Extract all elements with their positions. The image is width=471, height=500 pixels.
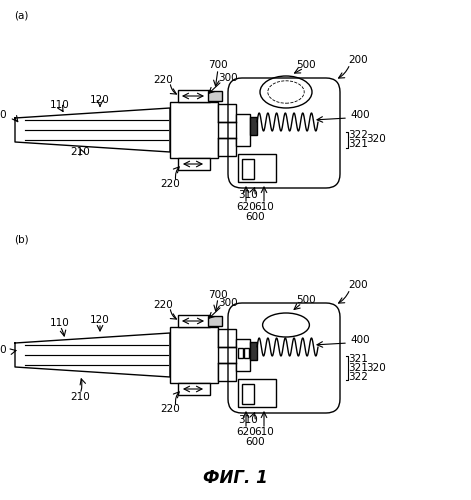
Text: 210: 210	[70, 392, 90, 402]
Text: 620: 620	[236, 427, 256, 437]
Bar	[238, 154, 276, 182]
Text: 120: 120	[90, 315, 110, 325]
Text: 321: 321	[348, 139, 368, 149]
Bar	[250, 342, 257, 360]
Text: 322: 322	[348, 372, 368, 382]
Text: 300: 300	[218, 298, 238, 308]
Text: 320: 320	[366, 363, 386, 373]
Text: 320: 320	[366, 134, 386, 144]
Bar	[178, 315, 210, 327]
Text: 321: 321	[348, 363, 368, 373]
Text: 220: 220	[153, 300, 173, 310]
Text: (b): (b)	[14, 235, 29, 245]
Text: 220: 220	[160, 404, 180, 414]
Text: 700: 700	[208, 290, 228, 300]
Bar	[238, 348, 243, 358]
Text: 110: 110	[50, 100, 70, 110]
Text: 400: 400	[350, 110, 370, 120]
Text: 322: 322	[348, 130, 368, 140]
Polygon shape	[15, 333, 170, 377]
Text: (a): (a)	[14, 10, 28, 20]
Bar	[170, 327, 218, 383]
Bar	[218, 138, 236, 156]
Bar	[170, 102, 218, 158]
Bar	[218, 363, 236, 381]
Text: 500: 500	[296, 295, 316, 305]
Bar	[218, 104, 236, 122]
Text: ФИГ. 1: ФИГ. 1	[203, 469, 268, 487]
Bar	[218, 329, 236, 347]
Text: 610: 610	[254, 427, 274, 437]
Polygon shape	[15, 108, 170, 152]
Text: 600: 600	[245, 437, 265, 447]
Bar	[208, 91, 222, 101]
Bar	[236, 339, 250, 371]
Text: 220: 220	[153, 75, 173, 85]
Text: 610: 610	[254, 202, 274, 212]
Text: 500: 500	[296, 60, 316, 70]
Text: 210: 210	[70, 147, 90, 157]
Bar	[178, 158, 210, 170]
Bar	[208, 316, 222, 326]
Bar	[238, 379, 276, 407]
Text: 620: 620	[236, 202, 256, 212]
Bar	[178, 90, 210, 102]
Text: 321: 321	[348, 354, 368, 364]
Text: 120: 120	[90, 95, 110, 105]
Text: 110: 110	[50, 318, 70, 328]
Bar	[242, 384, 254, 404]
Text: 100: 100	[0, 110, 7, 120]
Bar	[244, 348, 249, 358]
Text: 300: 300	[218, 73, 238, 83]
Bar	[178, 383, 210, 395]
Text: 220: 220	[160, 179, 180, 189]
Text: 600: 600	[245, 212, 265, 222]
Text: 200: 200	[348, 55, 368, 65]
Text: 310: 310	[238, 190, 258, 200]
Bar	[242, 159, 254, 179]
Text: 700: 700	[208, 60, 228, 70]
Bar	[250, 117, 257, 135]
Text: 200: 200	[348, 280, 368, 290]
Text: 400: 400	[350, 335, 370, 345]
Text: 310: 310	[238, 415, 258, 425]
Text: 100: 100	[0, 345, 7, 355]
Bar	[236, 114, 250, 146]
